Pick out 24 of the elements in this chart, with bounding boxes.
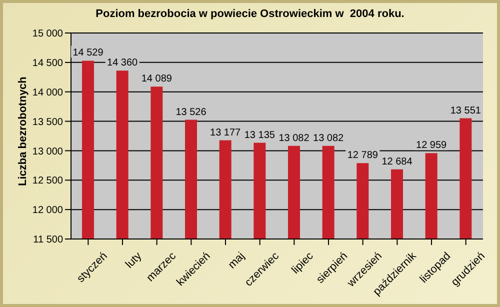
y-tick-label: 15 000	[32, 28, 64, 40]
data-label: 14 360	[107, 58, 138, 69]
data-label: 13 551	[450, 105, 482, 116]
data-label: 13 135	[244, 130, 276, 141]
y-tick-label: 12 500	[32, 176, 64, 187]
x-tick-label: maj	[226, 250, 248, 272]
y-axis-title: Liczba bezrobotnych	[16, 76, 29, 186]
data-label: 12 959	[416, 140, 448, 152]
y-tick-label: 13 000	[32, 146, 64, 158]
data-label: 14 529	[72, 48, 104, 59]
data-label: 13 082	[313, 132, 344, 144]
chart-title: Poziom bezrobocia w powiecie Ostrowieckim w 2004 roku.	[94, 8, 406, 20]
y-tick-label: 14 000	[32, 87, 64, 98]
y-tick-label: 14 500	[32, 58, 64, 69]
data-label: 14 089	[141, 74, 172, 85]
data-label: 13 526	[176, 106, 207, 118]
data-label: 12 789	[347, 150, 378, 162]
y-tick-label: 11 500	[33, 234, 64, 246]
y-tick-label: 12 000	[32, 205, 64, 216]
data-label: 13 177	[210, 127, 242, 138]
x-tick-label: luty	[124, 250, 144, 271]
y-tick-label: 13 500	[32, 116, 64, 128]
data-label: 12 684	[382, 156, 413, 168]
data-label: 13 082	[278, 132, 310, 144]
